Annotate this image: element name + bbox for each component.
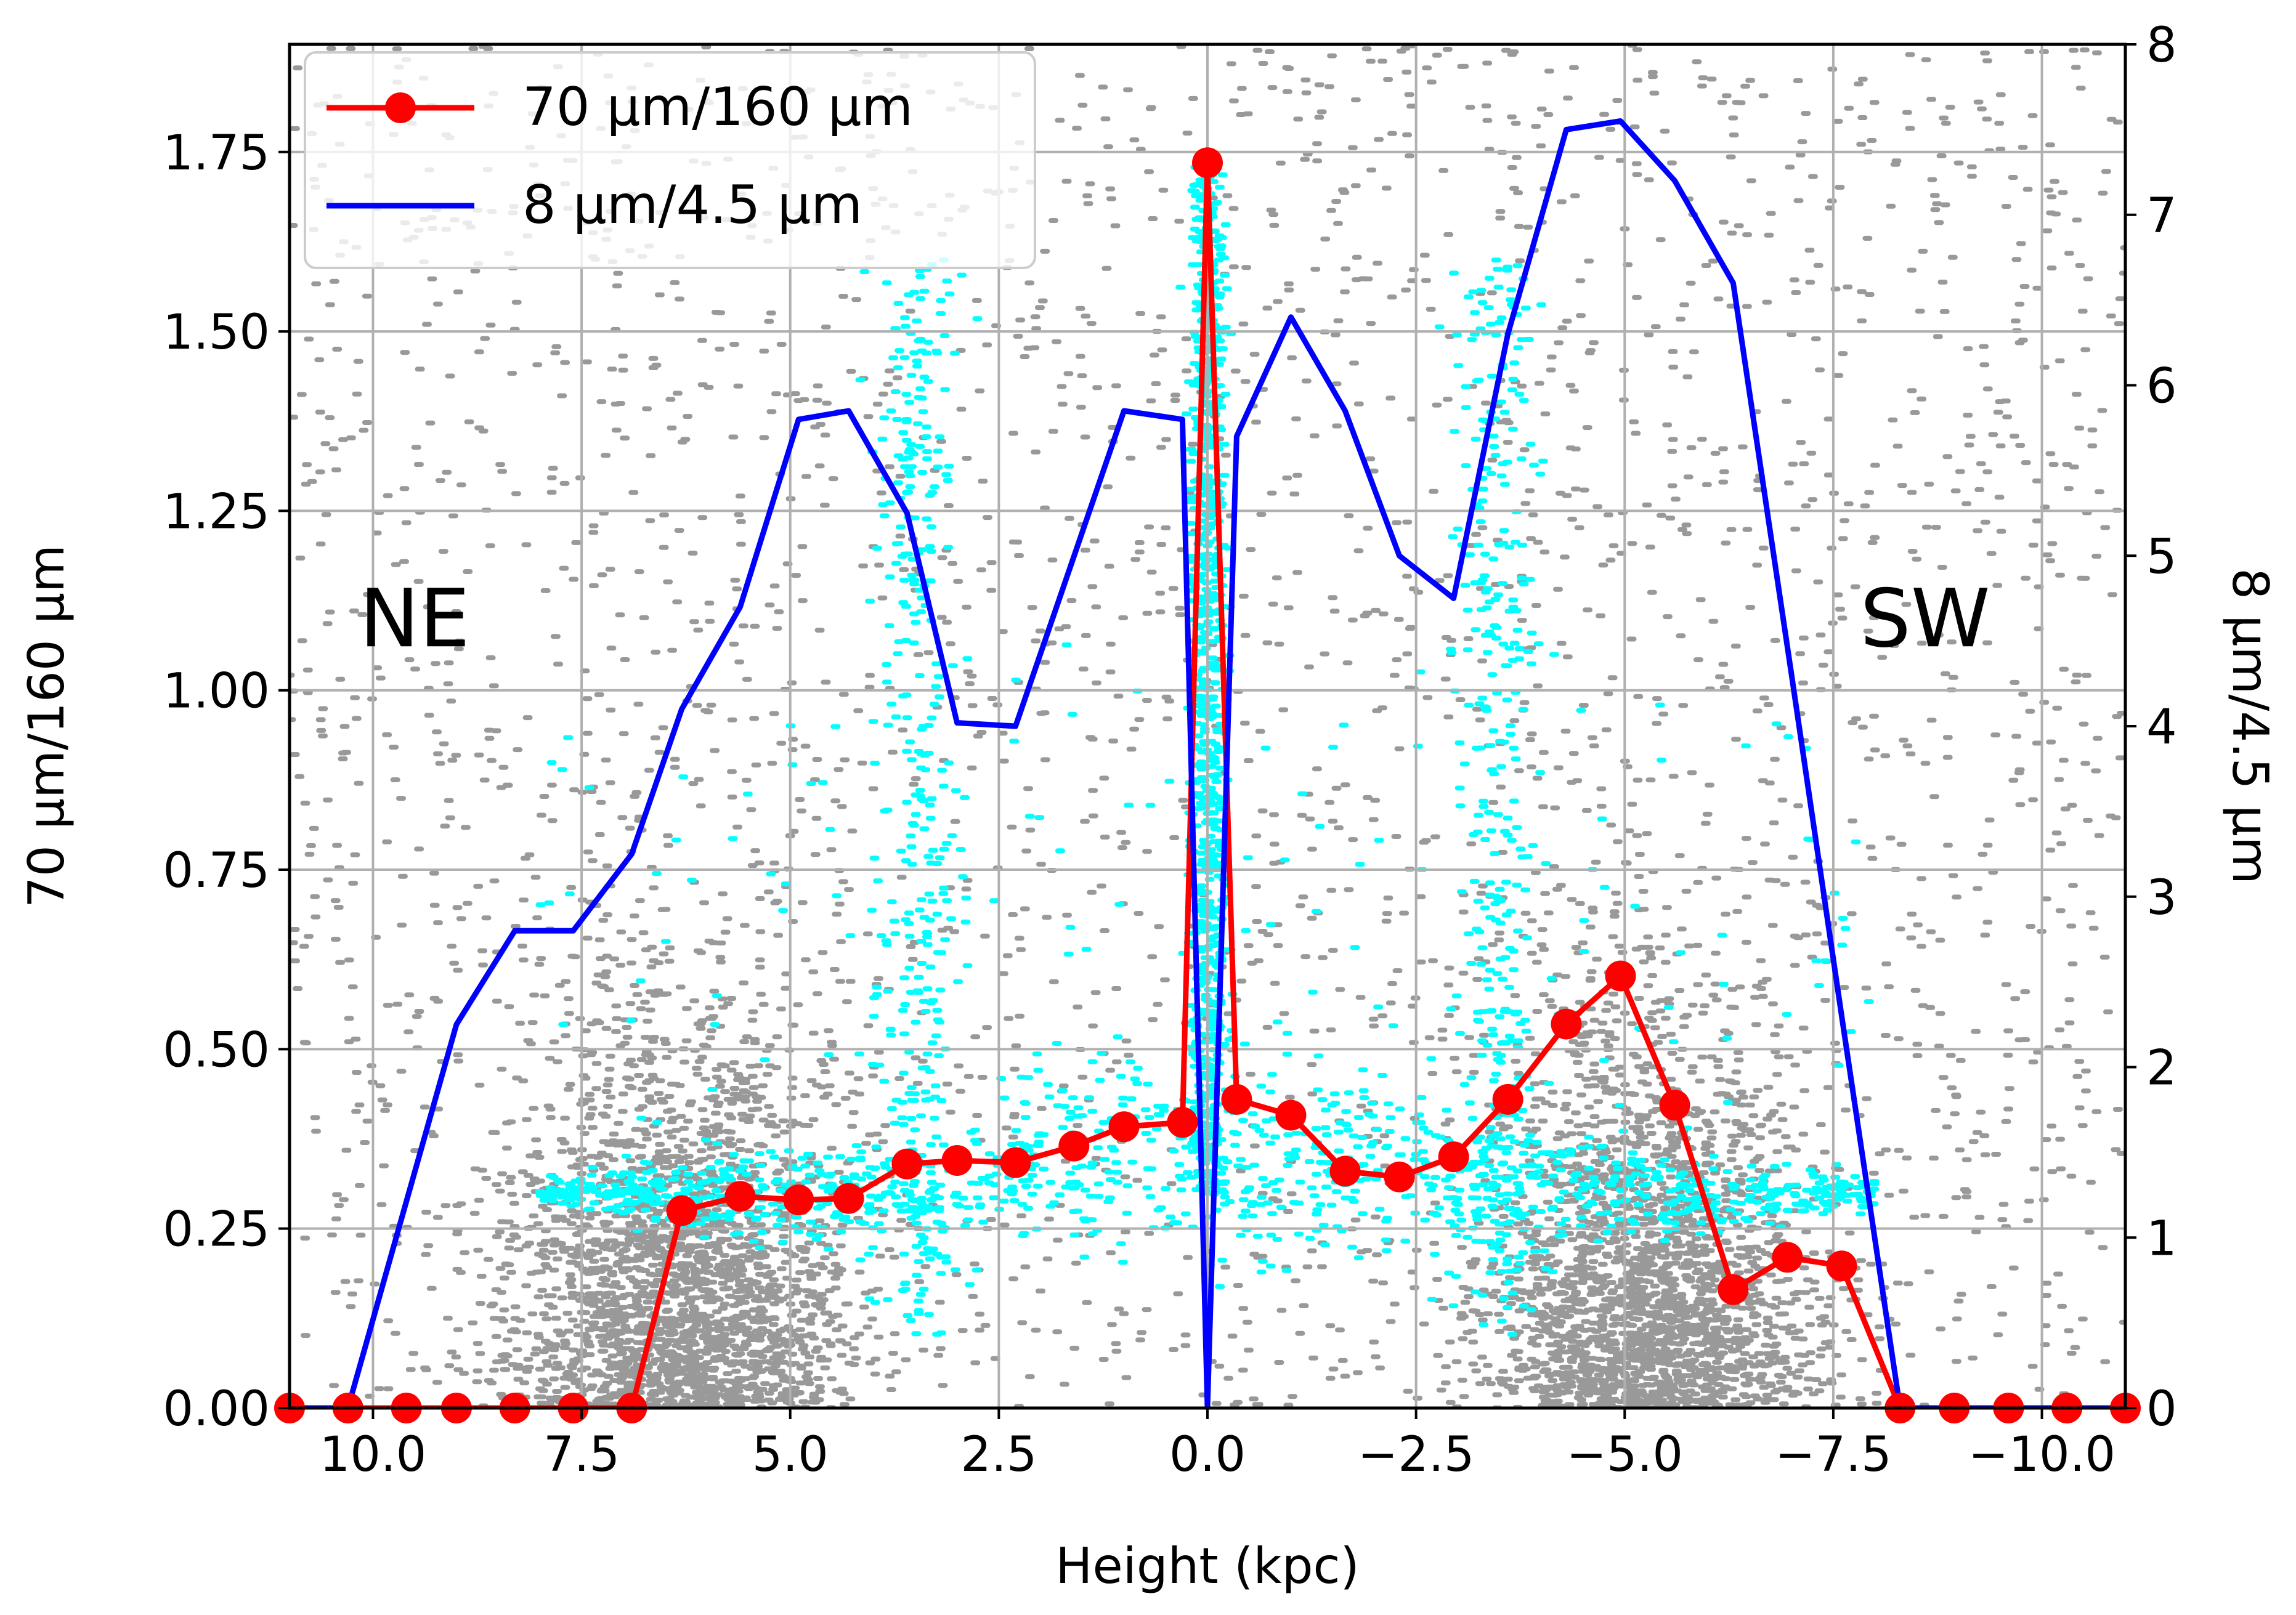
- series-0-point-14: [1058, 1130, 1090, 1162]
- series-0-point-10: [833, 1183, 864, 1214]
- x-tick-label-1: 7.5: [543, 1427, 620, 1483]
- series-line-1: [290, 118, 2125, 1408]
- x-axis-ticks: 10.0 7.5 5.0 2.5 0.0 −2.5 −5.0 −7.5 −10.0: [320, 1408, 2115, 1483]
- y2-axis-ticks: 0 1 2 3 4 5 6 7 8: [2125, 18, 2177, 1437]
- series-0-point-27: [1718, 1274, 1749, 1305]
- x-tick-label-0: 10.0: [320, 1427, 427, 1483]
- y-tick-label-2: 0.50: [163, 1022, 270, 1078]
- series-0-point-9: [783, 1184, 814, 1216]
- x-axis-label: Height (kpc): [1055, 1537, 1359, 1595]
- series-0-point-20: [1329, 1156, 1361, 1187]
- region-annotations: NE SW: [359, 572, 1990, 665]
- series-0-point-25: [1605, 960, 1636, 992]
- series-0-point-18: [1221, 1083, 1252, 1115]
- series-0-point-22: [1438, 1141, 1469, 1173]
- y2-tick-label-0: 0: [2146, 1382, 2177, 1437]
- legend-box: [304, 51, 1036, 269]
- y-tick-label-1: 0.25: [163, 1202, 270, 1258]
- gray-scatter-points: [290, 44, 2125, 1408]
- y2-tick-label-5: 5: [2146, 529, 2177, 585]
- legend-swatch-red-marker: [385, 92, 416, 123]
- region-label-0: NE: [359, 572, 469, 665]
- x-tick-label-8: −10.0: [1968, 1427, 2115, 1483]
- y-axis-label: 70 µm/160 µm: [18, 544, 75, 908]
- series-0-point-8: [724, 1181, 756, 1212]
- series-0-point-7: [666, 1195, 697, 1226]
- y-tick-label-0: 0.00: [163, 1382, 270, 1437]
- x-tick-label-5: −2.5: [1358, 1427, 1474, 1483]
- series-0-point-12: [941, 1144, 973, 1176]
- y2-tick-label-3: 3: [2146, 870, 2177, 926]
- y2-tick-label-6: 6: [2146, 359, 2177, 415]
- series-0-point-29: [1826, 1250, 1857, 1282]
- y2-tick-label-8: 8: [2146, 18, 2177, 73]
- y-tick-label-6: 1.50: [163, 305, 270, 360]
- y2-tick-label-2: 2: [2146, 1041, 2177, 1096]
- y-tick-label-7: 1.75: [163, 126, 270, 181]
- series-0-point-19: [1275, 1099, 1307, 1131]
- x-tick-label-7: −7.5: [1775, 1427, 1891, 1483]
- x-tick-label-3: 2.5: [960, 1427, 1037, 1483]
- series-0-point-21: [1384, 1161, 1415, 1192]
- series-0-point-28: [1772, 1242, 1803, 1273]
- x-tick-label-6: −5.0: [1567, 1427, 1683, 1483]
- x-tick-label-2: 5.0: [752, 1427, 829, 1483]
- y2-axis-label: 8 µm/4.5 µm: [2221, 568, 2279, 884]
- legend-label-8-45: 8 µm/4.5 µm: [522, 174, 862, 236]
- legend-label-70-160: 70 µm/160 µm: [522, 76, 913, 138]
- y2-tick-label-1: 1: [2146, 1211, 2177, 1266]
- series-0-point-11: [891, 1148, 923, 1180]
- series-0-point-26: [1659, 1090, 1690, 1121]
- y-tick-label-4: 1.00: [163, 664, 270, 719]
- region-label-1: SW: [1860, 572, 1990, 665]
- y-tick-label-3: 0.75: [163, 843, 270, 899]
- series-0-point-15: [1108, 1111, 1140, 1143]
- y2-tick-label-4: 4: [2146, 700, 2177, 755]
- series-0-point-13: [1000, 1147, 1031, 1178]
- y-tick-label-5: 1.25: [163, 484, 270, 540]
- series-0-point-17: [1192, 147, 1223, 179]
- y2-tick-label-7: 7: [2146, 188, 2177, 244]
- series-0-point-24: [1551, 1008, 1582, 1040]
- series-0-point-16: [1167, 1107, 1198, 1138]
- y-axis-ticks: 0.00 0.25 0.50 0.75 1.00 1.25 1.50 1.75: [163, 126, 290, 1437]
- series-0-point-23: [1492, 1083, 1523, 1115]
- legend: 70 µm/160 µm 8 µm/4.5 µm: [304, 51, 1036, 269]
- x-tick-label-4: 0.0: [1169, 1427, 1246, 1483]
